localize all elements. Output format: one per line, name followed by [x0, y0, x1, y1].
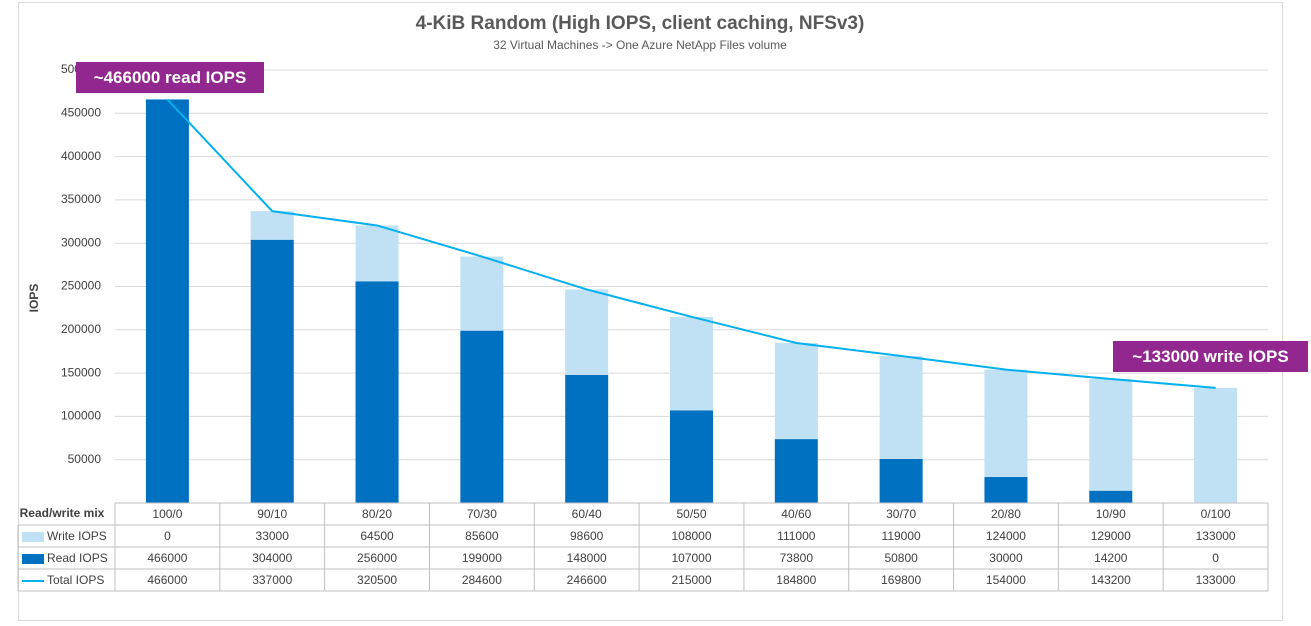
y-tick-label: 50000: [68, 452, 102, 466]
table-value: 284600: [462, 573, 502, 587]
table-value: 320500: [357, 573, 397, 587]
bar-segment: [1194, 387, 1238, 503]
x-tick-label: 0/100: [1201, 507, 1231, 521]
bar-segment: [1089, 378, 1133, 491]
table-value: 33000: [256, 529, 290, 543]
x-tick-label: 60/40: [572, 507, 602, 521]
bar-segment: [879, 355, 923, 460]
annotation-box: [76, 62, 264, 93]
table-value: 98600: [570, 529, 604, 543]
bar-segment: [460, 256, 504, 331]
table-value: 0: [164, 529, 171, 543]
bar-segment: [670, 410, 713, 503]
y-axis-label: IOPS: [27, 284, 41, 313]
annotation: ~466000 read IOPS: [94, 68, 247, 87]
table-value: 119000: [882, 529, 921, 543]
bar-segment: [984, 369, 1028, 478]
bar-segment: [774, 439, 818, 503]
table-value: 50800: [884, 551, 918, 565]
bar-segment: [879, 459, 923, 503]
y-tick-label: 350000: [61, 192, 101, 206]
table-value: 129000: [1091, 529, 1131, 543]
bar-segment: [145, 99, 189, 503]
x-tick-label: 80/20: [362, 507, 392, 521]
table-value: 148000: [567, 551, 607, 565]
y-tick-label: 150000: [61, 365, 101, 379]
bar-segment: [1089, 490, 1133, 503]
bar-segment: [355, 281, 399, 503]
table-value: 64500: [360, 529, 394, 543]
y-tick-label: 200000: [61, 322, 101, 336]
bar-segment: [670, 316, 713, 411]
y-tick-label: 250000: [61, 279, 101, 293]
table-value: 73800: [780, 551, 814, 565]
table-value: 169800: [881, 573, 921, 587]
x-tick-label: 20/80: [991, 507, 1021, 521]
x-tick-label: 50/50: [676, 507, 706, 521]
x-tick-label: 30/70: [886, 507, 916, 521]
table-value: 184800: [776, 573, 816, 587]
y-tick-label: 100000: [61, 409, 101, 423]
table-value: 337000: [252, 573, 292, 587]
table-value: 304000: [252, 551, 292, 565]
y-tick-label: 300000: [61, 235, 101, 249]
annotation-box: [1113, 341, 1308, 372]
y-tick-label: 400000: [61, 149, 101, 163]
bar-segment: [250, 239, 294, 503]
table-value: 124000: [986, 529, 1026, 543]
table-value: 85600: [465, 529, 499, 543]
bar-segment: [250, 211, 294, 240]
bar-segment: [355, 225, 399, 282]
x-tick-label: 70/30: [467, 507, 497, 521]
table-value: 143200: [1091, 573, 1131, 587]
y-tick-label: 450000: [61, 105, 101, 119]
table-value: 133000: [1196, 573, 1236, 587]
chart-title: 4-KiB Random (High IOPS, client caching,…: [416, 13, 865, 34]
bar-segment: [565, 289, 609, 375]
table-value: 154000: [986, 573, 1026, 587]
legend-key: [22, 532, 44, 542]
x-tick-label: 90/10: [257, 507, 287, 521]
chart-subtitle: 32 Virtual Machines -> One Azure NetApp …: [493, 38, 787, 52]
total-line: [166, 98, 1216, 389]
bar-segment: [774, 342, 818, 440]
table-value: 30000: [989, 551, 1023, 565]
table-value: 107000: [671, 551, 711, 565]
table-value: 215000: [671, 573, 711, 587]
x-tick-label: 100/0: [152, 507, 182, 521]
table-value: 199000: [462, 551, 502, 565]
table-value: 256000: [357, 551, 397, 565]
table-value: 246600: [567, 573, 607, 587]
table-value: 14200: [1094, 551, 1128, 565]
table-value: 133000: [1196, 529, 1236, 543]
table-value: 466000: [147, 573, 187, 587]
legend-label: Write IOPS: [47, 529, 107, 543]
chart-frame: [18, 2, 1283, 621]
table-value: 111000: [777, 529, 816, 543]
legend-key: [22, 554, 44, 564]
x-tick-label: 10/90: [1096, 507, 1126, 521]
legend-label: Read IOPS: [47, 551, 108, 565]
x-tick-label: 40/60: [781, 507, 811, 521]
table-header: Read/write mix: [20, 506, 105, 520]
bar-segment: [565, 374, 609, 503]
table-value: 466000: [147, 551, 187, 565]
table-value: 0: [1212, 551, 1219, 565]
annotation: ~133000 write IOPS: [1132, 347, 1288, 366]
legend-label: Total IOPS: [47, 573, 104, 587]
table-value: 108000: [671, 529, 711, 543]
bar-segment: [984, 477, 1028, 503]
bar-segment: [460, 330, 504, 503]
